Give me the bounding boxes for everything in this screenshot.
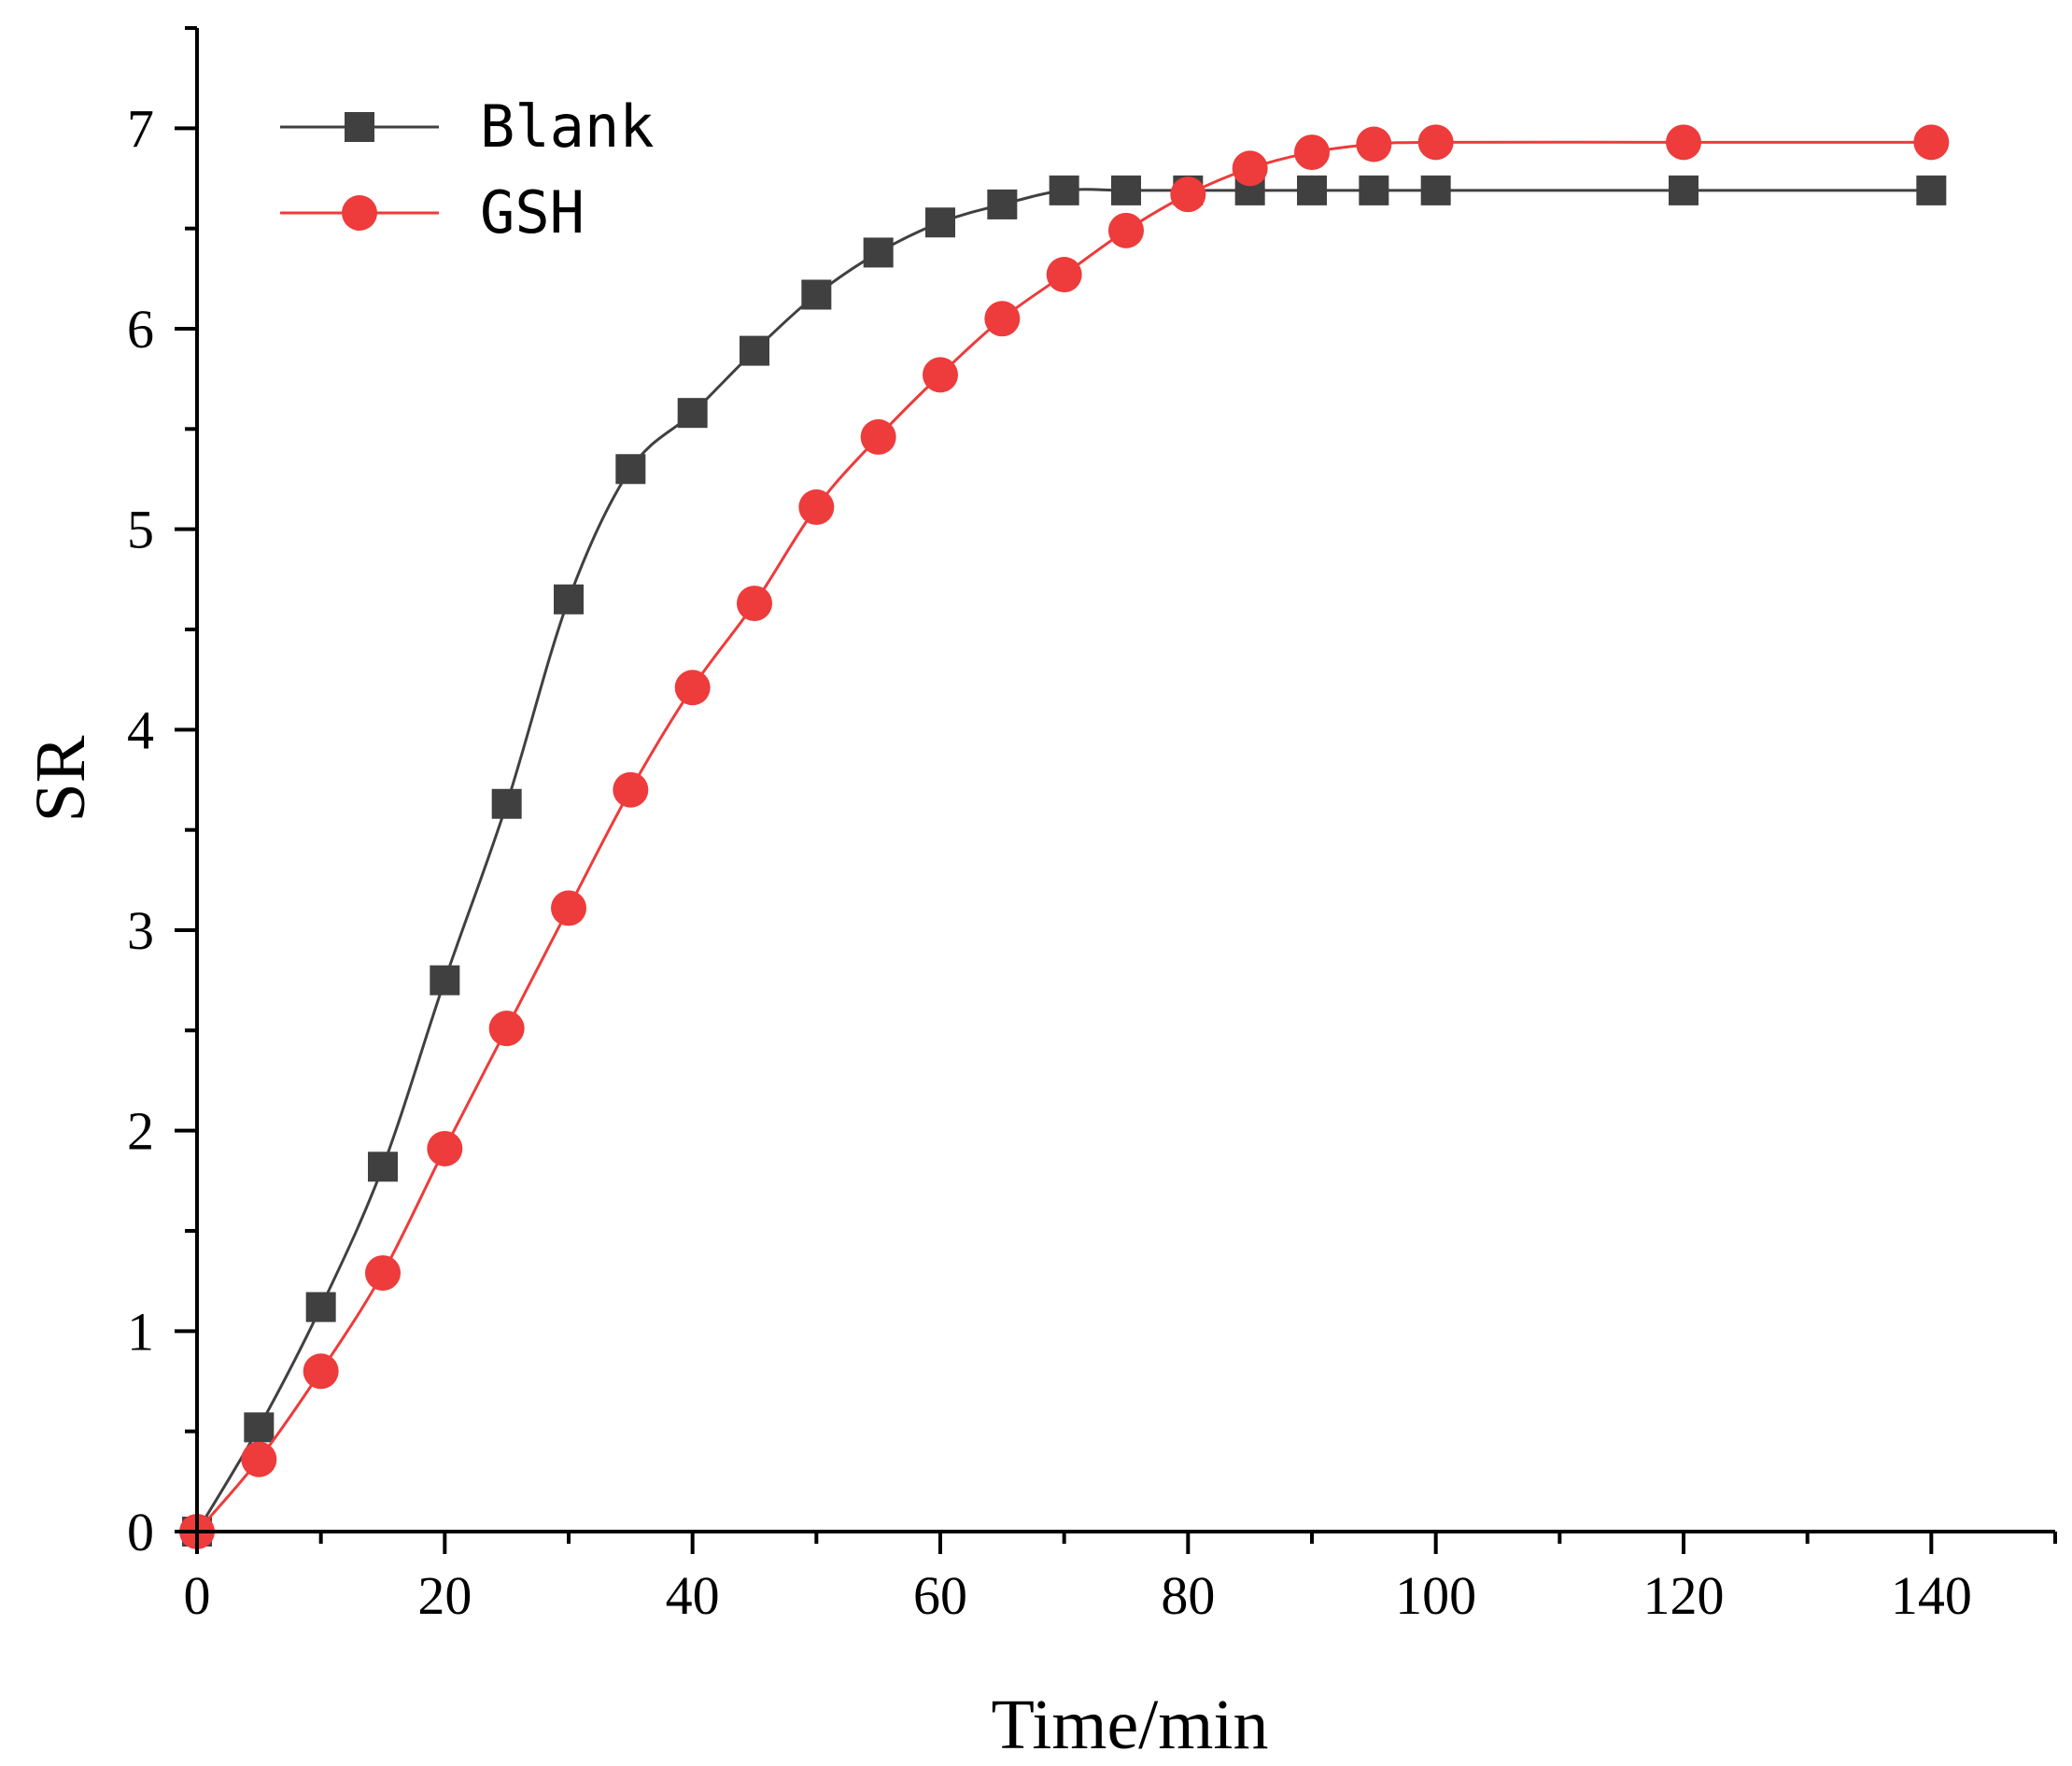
blank-data-point (987, 189, 1018, 219)
y-tick-label: 1 (127, 1301, 154, 1362)
gsh-data-point (303, 1353, 339, 1390)
x-tick-label: 40 (666, 1565, 720, 1626)
x-tick-label: 100 (1395, 1565, 1476, 1626)
y-tick-label: 6 (127, 299, 154, 360)
gsh-data-point (1356, 126, 1392, 162)
gsh-data-point (1108, 212, 1144, 248)
gsh-data-point (1294, 134, 1330, 171)
legend: Blank GSH (280, 92, 655, 247)
blank-data-point (1916, 175, 1947, 205)
x-tick-label: 0 (184, 1565, 211, 1626)
blank-data-point (925, 207, 955, 238)
blank-data-point (615, 454, 646, 485)
gsh-data-point (1046, 257, 1082, 293)
gsh-data-point (1232, 150, 1268, 187)
y-tick-label: 7 (127, 98, 154, 159)
gsh-data-point (1913, 124, 1950, 161)
gsh-data-point (984, 301, 1021, 337)
blank-data-point (244, 1412, 275, 1443)
blank-data-point (305, 1292, 336, 1322)
blank-data-point (554, 584, 584, 615)
blank-series-line (195, 188, 1932, 1533)
blank-data-point (491, 788, 522, 819)
plot-marks (179, 124, 1950, 1549)
y-tick-label: 5 (127, 500, 154, 560)
blank-data-point (1669, 175, 1698, 205)
x-tick-label: 80 (1161, 1565, 1215, 1626)
x-tick-label: 60 (913, 1565, 967, 1626)
gsh-data-point (1666, 124, 1701, 161)
y-tick-label: 3 (127, 900, 154, 961)
gsh-data-point (674, 670, 711, 706)
y-tick-label: 4 (127, 699, 154, 760)
gsh-data-point (1170, 177, 1206, 213)
y-tick-label: 2 (127, 1101, 154, 1162)
y-axis-title: SR (21, 735, 100, 822)
x-axis-title: Time/min (991, 1686, 1268, 1764)
gsh-data-point (923, 357, 958, 393)
blank-data-point (1049, 175, 1079, 205)
blank-data-point (801, 279, 832, 310)
blank-data-point (1420, 175, 1451, 205)
gsh-data-point (798, 489, 835, 526)
gsh-data-point (860, 418, 896, 455)
gsh-data-point (737, 586, 772, 622)
legend-blank-label: Blank (480, 92, 655, 161)
blank-data-point (368, 1151, 398, 1182)
legend-blank-marker (345, 112, 374, 142)
y-tick-label: 0 (127, 1502, 154, 1562)
blank-data-point (740, 335, 769, 366)
x-tick-label: 120 (1643, 1565, 1725, 1626)
x-tick-label: 140 (1891, 1565, 1972, 1626)
gsh-data-point (551, 890, 586, 926)
blank-data-point (1297, 175, 1327, 205)
gsh-data-point (613, 771, 649, 808)
legend-gsh-label: GSH (480, 178, 585, 247)
gsh-data-point (488, 1010, 525, 1047)
gsh-series-line (195, 140, 1932, 1533)
gsh-data-point (365, 1255, 401, 1292)
blank-data-point (863, 237, 894, 268)
gsh-data-point (1417, 124, 1454, 161)
blank-data-point (430, 965, 460, 996)
blank-data-point (677, 398, 708, 429)
axes: 0 20 40 60 80 100 120 140 0 1 2 3 4 5 6 7 (127, 26, 2057, 1626)
gsh-data-point (427, 1130, 463, 1166)
blank-data-point (1359, 175, 1389, 205)
x-tick-label: 20 (417, 1565, 472, 1626)
gsh-data-point (241, 1441, 277, 1477)
blank-data-point (1111, 175, 1141, 205)
legend-gsh-marker (342, 195, 377, 231)
